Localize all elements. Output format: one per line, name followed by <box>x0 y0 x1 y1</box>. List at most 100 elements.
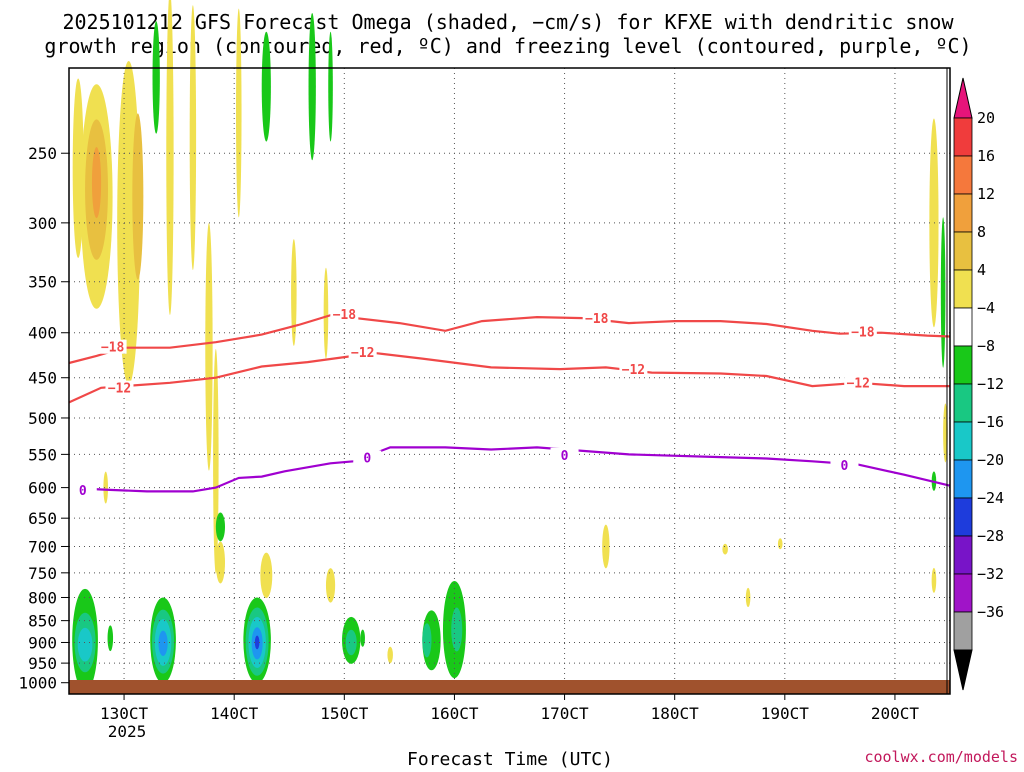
omega-region-29 <box>236 8 242 218</box>
omega-region-51 <box>328 31 333 142</box>
contour-label-1-1: −12 <box>351 346 374 361</box>
colorbar-over-arrow <box>953 77 973 119</box>
y-tick-label-8: 650 <box>28 509 57 528</box>
y-tick-label-4: 450 <box>28 369 57 388</box>
colorbar-under-arrow <box>953 649 973 691</box>
x-axis-title: Forecast Time (UTC) <box>407 749 613 768</box>
contour-label-2-2: 0 <box>561 449 569 464</box>
colorbar-label-7: −12 <box>977 375 1004 393</box>
contour-label-2-0: 0 <box>79 484 87 499</box>
contour-label-bg-1-0 <box>105 380 134 395</box>
y-tick-label-10: 750 <box>28 564 57 583</box>
colorbar-swatch-7 <box>953 383 973 423</box>
omega-region-30 <box>166 0 174 315</box>
colorbar-swatch-11 <box>953 535 973 575</box>
contour-label-0-1: −18 <box>333 308 357 323</box>
contour-label-bg-1-1 <box>348 345 377 360</box>
contour-line-0 <box>68 314 951 365</box>
contour-label-bg-0-1 <box>330 307 359 322</box>
colorbar-label-13: −36 <box>977 603 1004 621</box>
x-tick-label-2: 150CT <box>320 704 369 723</box>
omega-region-37 <box>387 646 393 664</box>
omega-region-47 <box>152 21 160 134</box>
chart-title-line-1: 2025101212 GFS Forecast Omega (shaded, −… <box>62 10 954 34</box>
plot-background <box>69 68 950 694</box>
colorbar-swatch-8 <box>953 421 973 461</box>
colorbar-swatch-13 <box>953 611 973 651</box>
colorbar-label-9: −20 <box>977 451 1004 469</box>
x-tick-label-7: 200CT <box>871 704 920 723</box>
colorbar-label-2: 12 <box>977 185 995 203</box>
omega-region-48 <box>261 31 271 142</box>
contour-label-0-3: −18 <box>851 326 875 341</box>
contour-label-0-0: −18 <box>101 341 125 356</box>
omega-region-15 <box>422 623 432 658</box>
colorbar-swatch-3 <box>953 231 973 271</box>
y-tick-label-7: 600 <box>28 479 57 498</box>
omega-region-24 <box>132 113 144 280</box>
colorbar-swatch-1 <box>953 155 973 195</box>
contour-line-1 <box>68 352 950 404</box>
omega-region-50 <box>215 512 226 542</box>
contour-label-bg-1-2 <box>619 362 648 377</box>
y-tick-label-11: 800 <box>28 588 57 607</box>
y-tick-label-2: 350 <box>28 273 57 292</box>
contour-label-bg-0-0 <box>98 339 127 354</box>
colorbar-swatch-5 <box>953 307 973 347</box>
omega-region-39 <box>722 543 728 555</box>
contour-line-2 <box>68 446 951 493</box>
colorbar-label-4: 4 <box>977 261 986 279</box>
omega-region-45 <box>940 217 946 368</box>
colorbar-swatch-2 <box>953 193 973 233</box>
omega-region-19 <box>360 629 365 647</box>
omega-shading <box>72 0 948 692</box>
contour-label-bg-1-3 <box>844 375 873 390</box>
omega-region-34 <box>291 239 297 346</box>
y-tick-label-5: 500 <box>28 409 57 428</box>
colorbar-label-0: 20 <box>977 109 995 127</box>
y-tick-label-6: 550 <box>28 445 57 464</box>
y-tick-label-9: 700 <box>28 537 57 556</box>
omega-region-25 <box>72 78 84 258</box>
contour-label-1-0: −12 <box>108 382 131 397</box>
colorbar-label-8: −16 <box>977 413 1004 431</box>
colorbar-label-10: −24 <box>977 489 1004 507</box>
y-tick-label-1: 300 <box>28 214 57 233</box>
x-tick-label-3: 160CT <box>430 704 479 723</box>
contour-label-bg-2-2 <box>550 447 579 462</box>
y-tick-label-12: 850 <box>28 612 57 631</box>
contour-label-2-3: 0 <box>841 459 849 474</box>
omega-region-36 <box>323 267 329 359</box>
omega-region-27 <box>213 349 219 574</box>
x-tick-label-1: 140CT <box>210 704 259 723</box>
colorbar-swatch-0 <box>953 117 973 157</box>
colorbar: 20 16 12 8 4 −4 −8 −12 −16 −20 −24 −28 −32 −36 <box>953 77 1004 691</box>
contour-label-1-2: −12 <box>622 363 645 378</box>
omega-region-43 <box>931 567 937 593</box>
temperature-contours: −18 −18 −18 −18 −12 −12 −12 −12 0 0 0 0 <box>68 307 951 499</box>
contour-label-0-2: −18 <box>585 312 609 327</box>
colorbar-label-6: −8 <box>977 337 995 355</box>
y-tick-label-14: 950 <box>28 654 57 673</box>
contour-label-bg-2-0 <box>68 482 97 497</box>
omega-region-33 <box>260 552 273 599</box>
colorbar-label-1: 16 <box>977 147 995 165</box>
y-axis: 250 300 350 400 450 500 550 600 650 700 750 800 850 9… <box>18 144 69 693</box>
omega-region-18 <box>107 625 114 652</box>
omega-region-32 <box>215 541 226 584</box>
colorbar-label-3: 8 <box>977 223 986 241</box>
omega-region-26 <box>205 222 213 471</box>
x-tick-label-4: 170CT <box>540 704 589 723</box>
x-axis-year-label: 2025 <box>108 722 147 741</box>
colorbar-swatch-4 <box>953 269 973 309</box>
omega-region-13 <box>345 629 357 656</box>
colorbar-label-5: −4 <box>977 299 995 317</box>
colorbar-swatch-9 <box>953 459 973 499</box>
contour-label-bg-0-2 <box>582 311 611 326</box>
y-tick-label-13: 900 <box>28 633 57 652</box>
colorbar-label-11: −28 <box>977 527 1004 545</box>
contour-label-1-3: −12 <box>846 377 869 392</box>
omega-region-2 <box>77 627 93 662</box>
contour-label-2-1: 0 <box>363 452 371 467</box>
